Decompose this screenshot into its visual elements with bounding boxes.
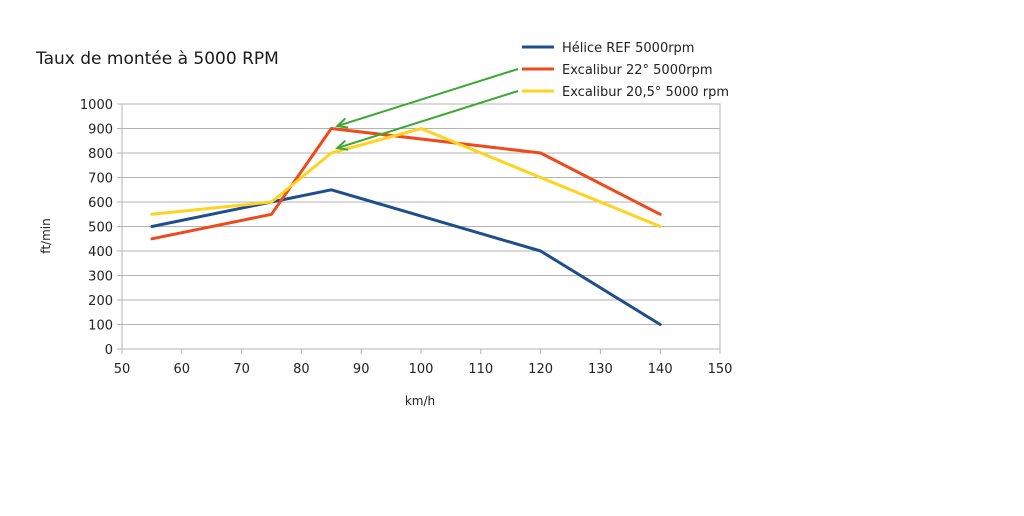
legend-label: Excalibur 22° 5000rpm: [562, 63, 713, 78]
y-tick-label: 700: [88, 172, 113, 187]
y-tick-label: 0: [105, 343, 113, 358]
x-tick-label: 60: [174, 362, 191, 377]
legend: Hélice REF 5000rpm Excalibur 22° 5000rpm E…: [522, 41, 729, 100]
x-tick-label: 140: [648, 362, 673, 377]
x-tick-label: 70: [233, 362, 250, 377]
x-tick-label: 100: [409, 362, 434, 377]
y-tick-label: 100: [88, 319, 113, 334]
legend-label: Hélice REF 5000rpm: [562, 41, 694, 56]
y-tick-label: 900: [88, 123, 113, 138]
y-tick-label: 500: [88, 221, 113, 236]
x-tick-label: 90: [353, 362, 370, 377]
y-tick-label: 200: [88, 294, 113, 309]
legend-label: Excalibur 20,5° 5000 rpm: [562, 85, 729, 100]
x-axis-label: km/h: [405, 394, 435, 408]
x-tick-label: 130: [588, 362, 613, 377]
y-tick-label: 400: [88, 245, 113, 260]
y-axis-label: ft/min: [39, 218, 53, 253]
x-tick-label: 150: [708, 362, 733, 377]
annotation-arrowhead: [335, 139, 349, 151]
annotation-arrow: [336, 68, 519, 128]
x-tick-label: 120: [528, 362, 553, 377]
series-line-2: [150, 127, 662, 241]
annotation-arrows: [335, 68, 519, 151]
x-tick-label: 110: [468, 362, 493, 377]
axis-ticks: 0 100 200 300 400 500 600 700 800 900 1000 50 60 70 80…: [80, 98, 733, 377]
y-tick-label: 600: [88, 196, 113, 211]
y-tick-label: 300: [88, 270, 113, 285]
y-tick-label: 1000: [80, 98, 113, 113]
annotation-arrowhead: [335, 117, 349, 129]
y-tick-label: 800: [88, 147, 113, 162]
x-tick-label: 50: [114, 362, 131, 377]
series-lines: [150, 127, 662, 326]
x-tick-label: 80: [293, 362, 310, 377]
chart-title: Taux de montée à 5000 RPM: [35, 49, 279, 69]
annotation-arrow: [336, 90, 519, 150]
series-line-1: [150, 188, 662, 326]
